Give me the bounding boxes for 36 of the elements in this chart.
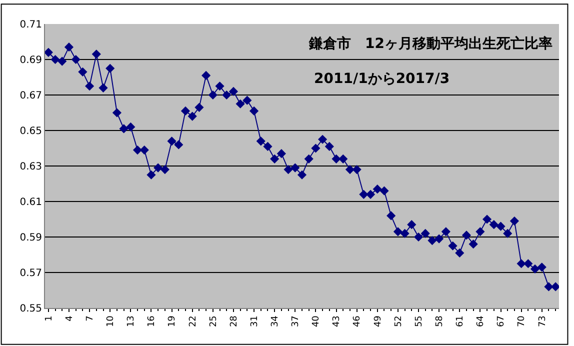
x-tick-label: 49 <box>373 315 384 328</box>
x-tick-label: 43 <box>332 316 342 328</box>
x-tick-label: 67 <box>496 316 507 328</box>
text: 2011/1から2017/3 <box>314 71 450 87</box>
x-tick-label: 52 <box>394 316 404 328</box>
x-tick-label: 46 <box>352 315 363 328</box>
x-tick-label: 16 <box>147 315 158 328</box>
x-tick-label: 73 <box>538 316 548 328</box>
x-tick-label: 13 <box>126 316 137 328</box>
x-tick-label: 70 <box>517 315 528 328</box>
x-tick-label: 25 <box>208 316 219 328</box>
x-tick-label: 10 <box>106 315 116 328</box>
x-tick-label: 1 <box>44 316 54 322</box>
y-tick-label: 0.67 <box>20 90 42 102</box>
x-tick-label: 4 <box>64 315 75 322</box>
x-tick-label: 64 <box>476 315 486 328</box>
x-tick-label: 37 <box>291 316 302 328</box>
y-tick-label: 0.69 <box>20 55 42 66</box>
y-tick-label: 0.59 <box>20 232 42 244</box>
y-tick-label: 0.61 <box>20 197 42 208</box>
x-tick-label: 55 <box>414 316 424 328</box>
x-tick-label: 7 <box>85 316 96 322</box>
y-tick-label: 0.63 <box>20 162 42 172</box>
x-tick-label: 22 <box>188 316 198 328</box>
x-tick-label: 34 <box>270 315 281 328</box>
x-tick-label: 19 <box>168 315 178 328</box>
y-tick-label: 0.71 <box>20 20 42 30</box>
x-tick-label: 40 <box>312 315 322 328</box>
x-tick-label: 58 <box>434 315 445 328</box>
x-tick-label: 28 <box>229 315 240 328</box>
x-tick-label: 61 <box>456 316 466 328</box>
x-tick-label: 31 <box>250 316 260 328</box>
y-tick-label: 0.57 <box>20 268 42 279</box>
y-tick-label: 0.55 <box>20 304 42 314</box>
y-tick-label: 0.65 <box>20 126 42 137</box>
text: 鎌倉市 12ヶ月移動平均出生死亡比率 <box>308 35 552 52</box>
